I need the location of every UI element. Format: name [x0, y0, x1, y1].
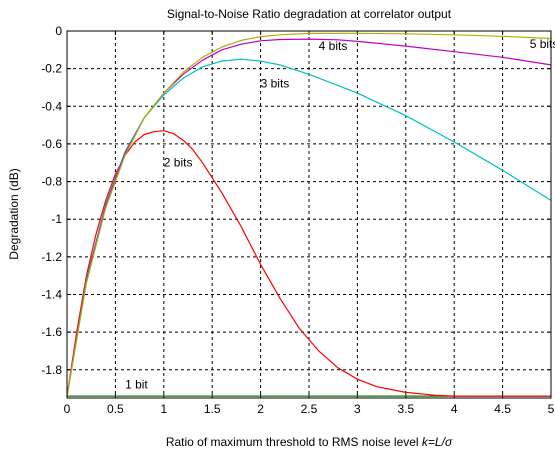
y-tick-label: -1.8 [41, 363, 62, 377]
x-tick-label: 2.5 [301, 402, 318, 416]
series-line-5-bits [66, 32, 552, 397]
x-axis-label-text: Ratio of maximum threshold to RMS noise … [166, 435, 422, 449]
series-line-2-bits [66, 130, 551, 397]
x-tick-label: 4 [451, 402, 458, 416]
x-tick-label: 0 [64, 402, 71, 416]
x-tick-label: 3.5 [397, 402, 414, 416]
series-line-3-bits [66, 58, 552, 397]
series-lines [66, 32, 552, 397]
x-tick-labels: 0 0.5 1 1.5 2 2.5 3 3.5 4 4.5 5 [64, 402, 555, 416]
x-tick-label: 1 [160, 402, 167, 416]
x-tick-label: 3 [354, 402, 361, 416]
x-tick-label: 4.5 [494, 402, 511, 416]
y-tick-label: -0.4 [41, 99, 62, 113]
series-label-2-bits: 2 bits [164, 156, 193, 170]
series-label-3-bits: 3 bits [261, 76, 290, 90]
y-tick-label: 0 [55, 24, 62, 38]
y-tick-label: -1.4 [41, 287, 62, 301]
plot-frame [66, 30, 552, 399]
x-tick-label: 1.5 [204, 402, 221, 416]
x-axis-label: Ratio of maximum threshold to RMS noise … [166, 435, 453, 449]
series-label-4-bits: 4 bits [319, 39, 348, 53]
y-tick-label: -0.6 [41, 137, 62, 151]
x-tick-label: 2 [257, 402, 264, 416]
series-labels: 1 bit 2 bits 3 bits 4 bits 5 bits [125, 37, 555, 392]
series-label-5-bits: 5 bits [530, 37, 555, 51]
chart-title: Signal-to-Noise Ratio degradation at cor… [167, 7, 452, 21]
series-label-1-bit: 1 bit [125, 378, 148, 392]
x-tick-label: 0.5 [107, 402, 124, 416]
y-tick-label: -1.6 [41, 325, 62, 339]
y-tick-label: -0.8 [41, 175, 62, 189]
y-axis-label: Degradation (dB) [7, 168, 21, 259]
y-tick-label: -1.2 [41, 250, 62, 264]
y-tick-label: -1 [51, 212, 62, 226]
grid-lines [67, 31, 551, 398]
x-tick-label: 5 [548, 402, 555, 416]
x-axis-label-formula: k=L/σ [422, 435, 453, 449]
series-line-4-bits [66, 38, 552, 397]
y-tick-labels: 0 -0.2 -0.4 -0.6 -0.8 -1 -1.2 -1.4 -1.6 -1.8 [41, 24, 62, 377]
y-tick-label: -0.2 [41, 62, 62, 76]
